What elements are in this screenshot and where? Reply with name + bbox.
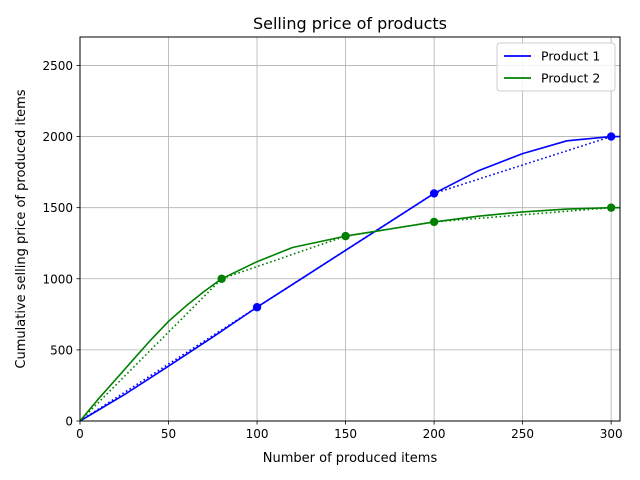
legend-box (496, 42, 616, 92)
series-1-curve (79, 135, 620, 422)
y-tick-label: 1500 (42, 201, 73, 215)
y-tick-label: 2500 (42, 59, 73, 73)
plot-frame (79, 36, 621, 422)
chart-title: Selling price of products (253, 14, 447, 33)
axis-ticks: 0 50 100 150 200 250 300 0 500 1000 1500 2000 2500 (42, 59, 622, 441)
y-tick-label: 1000 (42, 272, 73, 286)
series-2-curve (79, 206, 620, 422)
series-2-point (217, 274, 226, 283)
series-2 (79, 203, 620, 422)
series-1-point (606, 132, 616, 141)
series-1-point (252, 303, 262, 312)
y-tick-label: 500 (50, 343, 73, 357)
series-2-point (429, 217, 439, 227)
series-2-point (341, 231, 350, 241)
y-tick-label: 2000 (42, 130, 73, 144)
y-tick-label: 0 (65, 415, 73, 429)
series-1-dotted-line (79, 135, 612, 422)
legend-label: Product 1 (541, 49, 600, 64)
x-tick-label: 300 (600, 427, 623, 441)
legend-label: Product 2 (541, 71, 600, 86)
x-tick-label: 200 (423, 427, 446, 441)
legend: Product 1 Product 2 (496, 42, 616, 92)
plot-series (79, 132, 620, 422)
series-1-point (429, 189, 439, 198)
series-1 (79, 132, 620, 422)
x-tick-label: 0 (76, 427, 84, 441)
x-tick-label: 100 (246, 427, 269, 441)
y-axis-label: Cumulative selling price of produced ite… (14, 89, 29, 368)
series-2-point (606, 203, 616, 212)
grid (79, 37, 620, 422)
x-tick-label: 250 (511, 427, 534, 441)
x-axis-label: Number of produced items (263, 451, 438, 466)
x-tick-label: 50 (161, 427, 176, 441)
x-tick-label: 150 (334, 427, 357, 441)
